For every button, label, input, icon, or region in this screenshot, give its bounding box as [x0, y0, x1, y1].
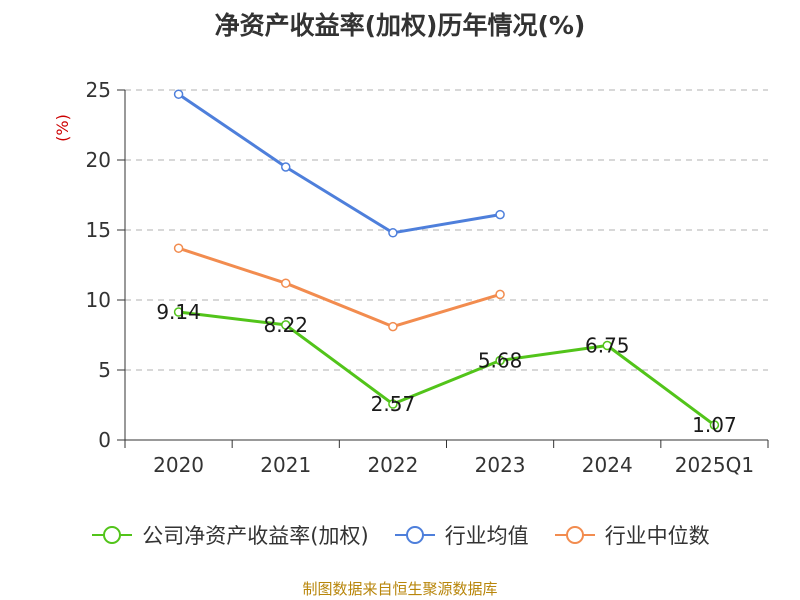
data-point	[602, 340, 612, 351]
data-point	[495, 209, 505, 220]
y-tick-label: 5	[98, 358, 111, 382]
data-point	[281, 278, 291, 288]
legend-marker-icon	[92, 526, 133, 544]
y-tick-label: 20	[86, 148, 111, 172]
x-tick-label: 2021	[260, 453, 311, 477]
data-point	[388, 399, 398, 409]
data-point	[173, 89, 184, 99]
legend-item-industry-median[interactable]: 行业中位数	[553, 520, 710, 550]
legend-label: 公司净资产收益率(加权)	[142, 524, 369, 548]
data-point	[709, 420, 720, 430]
series-line	[178, 246, 501, 329]
data-point	[281, 320, 291, 330]
y-axis-label: (%)	[53, 114, 72, 142]
x-tick-label: 2024	[582, 453, 633, 477]
data-point	[281, 162, 291, 172]
data-label: 8.22	[263, 313, 308, 337]
data-point	[388, 228, 398, 238]
y-tick-label: 0	[98, 428, 111, 452]
data-label: 1.07	[692, 413, 737, 437]
data-point	[173, 307, 184, 317]
legend-marker-icon	[554, 526, 595, 544]
x-tick-label: 2022	[367, 453, 418, 477]
legend-label: 行业均值	[444, 524, 529, 548]
legend-item-company[interactable]: 公司净资产收益率(加权)	[90, 520, 369, 550]
y-tick-label: 25	[86, 78, 111, 102]
data-label: 5.68	[478, 348, 523, 372]
x-tick-label: 2020	[153, 453, 204, 477]
chart-title: 净资产收益率(加权)历年情况(%)	[214, 11, 586, 40]
data-point	[388, 321, 398, 332]
data-label: 2.57	[371, 392, 416, 416]
x-tick-label: 2025Q1	[675, 453, 754, 477]
data-point	[173, 243, 184, 253]
y-tick-label: 10	[86, 288, 111, 312]
chart-legend: 公司净资产收益率(加权) 行业均值 行业中位数	[0, 520, 800, 550]
data-label: 6.75	[585, 334, 630, 358]
y-tick-label: 15	[86, 218, 111, 242]
series-line	[177, 92, 501, 235]
data-point	[495, 289, 505, 300]
x-tick-label: 2023	[475, 453, 526, 477]
legend-label: 行业中位数	[604, 524, 710, 548]
data-label: 9.14	[156, 300, 201, 324]
source-note: 制图数据来自恒生聚源数据库	[302, 580, 498, 598]
series-line	[178, 310, 716, 427]
legend-marker-icon	[394, 526, 435, 544]
legend-item-industry-mean[interactable]: 行业均值	[393, 520, 529, 550]
data-point	[495, 355, 505, 366]
